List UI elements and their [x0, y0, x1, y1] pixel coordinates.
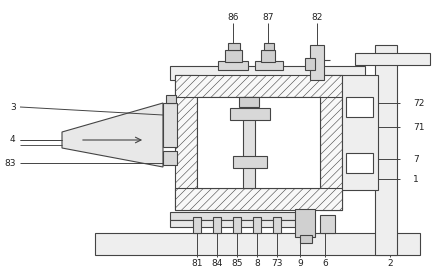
Bar [346, 97, 373, 117]
Bar [170, 220, 310, 227]
Text: 87: 87 [262, 12, 274, 21]
Text: 83: 83 [4, 158, 16, 167]
Bar [193, 217, 201, 233]
Bar [175, 75, 342, 97]
Bar [243, 97, 255, 188]
Text: 85: 85 [231, 260, 243, 268]
Bar [300, 235, 312, 243]
Bar [175, 188, 342, 210]
Bar [375, 45, 397, 255]
Bar [253, 217, 261, 233]
Bar [170, 212, 310, 220]
Text: 6: 6 [322, 260, 328, 268]
Text: 73: 73 [271, 260, 283, 268]
Bar [197, 97, 320, 188]
Bar [225, 50, 242, 62]
Bar [261, 50, 275, 62]
Text: 2: 2 [387, 260, 393, 268]
Text: 82: 82 [311, 12, 323, 21]
Bar [166, 95, 176, 103]
Bar [264, 43, 274, 50]
Bar [230, 108, 270, 120]
Text: 81: 81 [191, 260, 203, 268]
Bar [213, 217, 221, 233]
Bar [218, 61, 248, 70]
Bar [346, 153, 373, 173]
Bar [320, 215, 335, 233]
Text: 9: 9 [297, 260, 303, 268]
Text: 7: 7 [413, 155, 419, 164]
Bar [233, 156, 267, 168]
Bar [163, 151, 177, 165]
Text: 4: 4 [9, 136, 15, 144]
Bar [273, 217, 281, 233]
Text: 72: 72 [413, 98, 424, 108]
Bar [310, 45, 324, 80]
Polygon shape [62, 103, 163, 167]
Bar [239, 97, 259, 107]
Text: 86: 86 [227, 12, 239, 21]
Bar [228, 43, 240, 50]
Bar [320, 75, 342, 210]
Bar [170, 66, 365, 80]
Text: 3: 3 [10, 103, 16, 111]
Text: 8: 8 [254, 260, 260, 268]
Bar [95, 233, 420, 255]
Bar [305, 58, 315, 70]
Text: 71: 71 [413, 122, 424, 131]
Bar [355, 53, 430, 65]
Bar [175, 75, 197, 210]
Text: 1: 1 [413, 175, 419, 183]
Bar [163, 103, 177, 147]
Text: 84: 84 [211, 260, 223, 268]
Bar [255, 61, 283, 70]
Bar [233, 217, 241, 233]
Bar [295, 209, 315, 237]
Bar [342, 75, 378, 190]
